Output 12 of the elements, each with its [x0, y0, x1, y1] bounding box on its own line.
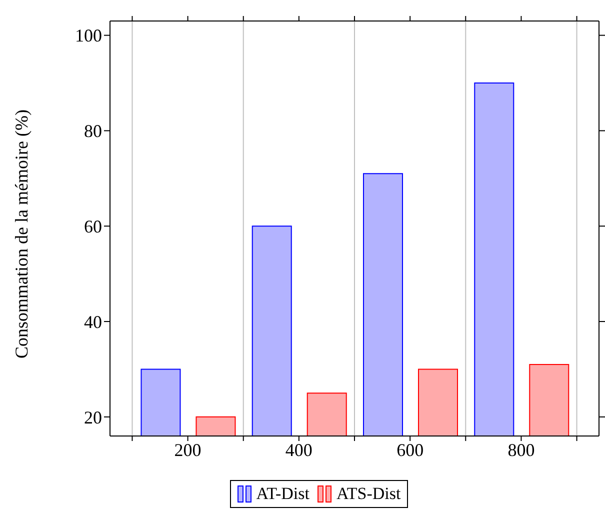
y-tick-label: 60	[84, 216, 102, 237]
y-tick-label: 40	[84, 312, 102, 332]
y-tick-label: 100	[75, 26, 102, 46]
y-axis-title: Consommation de la mémoire (%)	[11, 110, 32, 358]
legend-label: ATS-Dist	[335, 484, 401, 504]
x-tick-label: 600	[396, 440, 424, 460]
x-tick-label: 200	[174, 440, 202, 460]
y-tick-label: 20	[84, 407, 102, 428]
x-tick-label: 800	[508, 440, 535, 460]
legend-label: AT-Dist	[255, 484, 310, 504]
x-tick-label: 400	[285, 440, 312, 460]
y-tick-label: 80	[84, 121, 102, 142]
